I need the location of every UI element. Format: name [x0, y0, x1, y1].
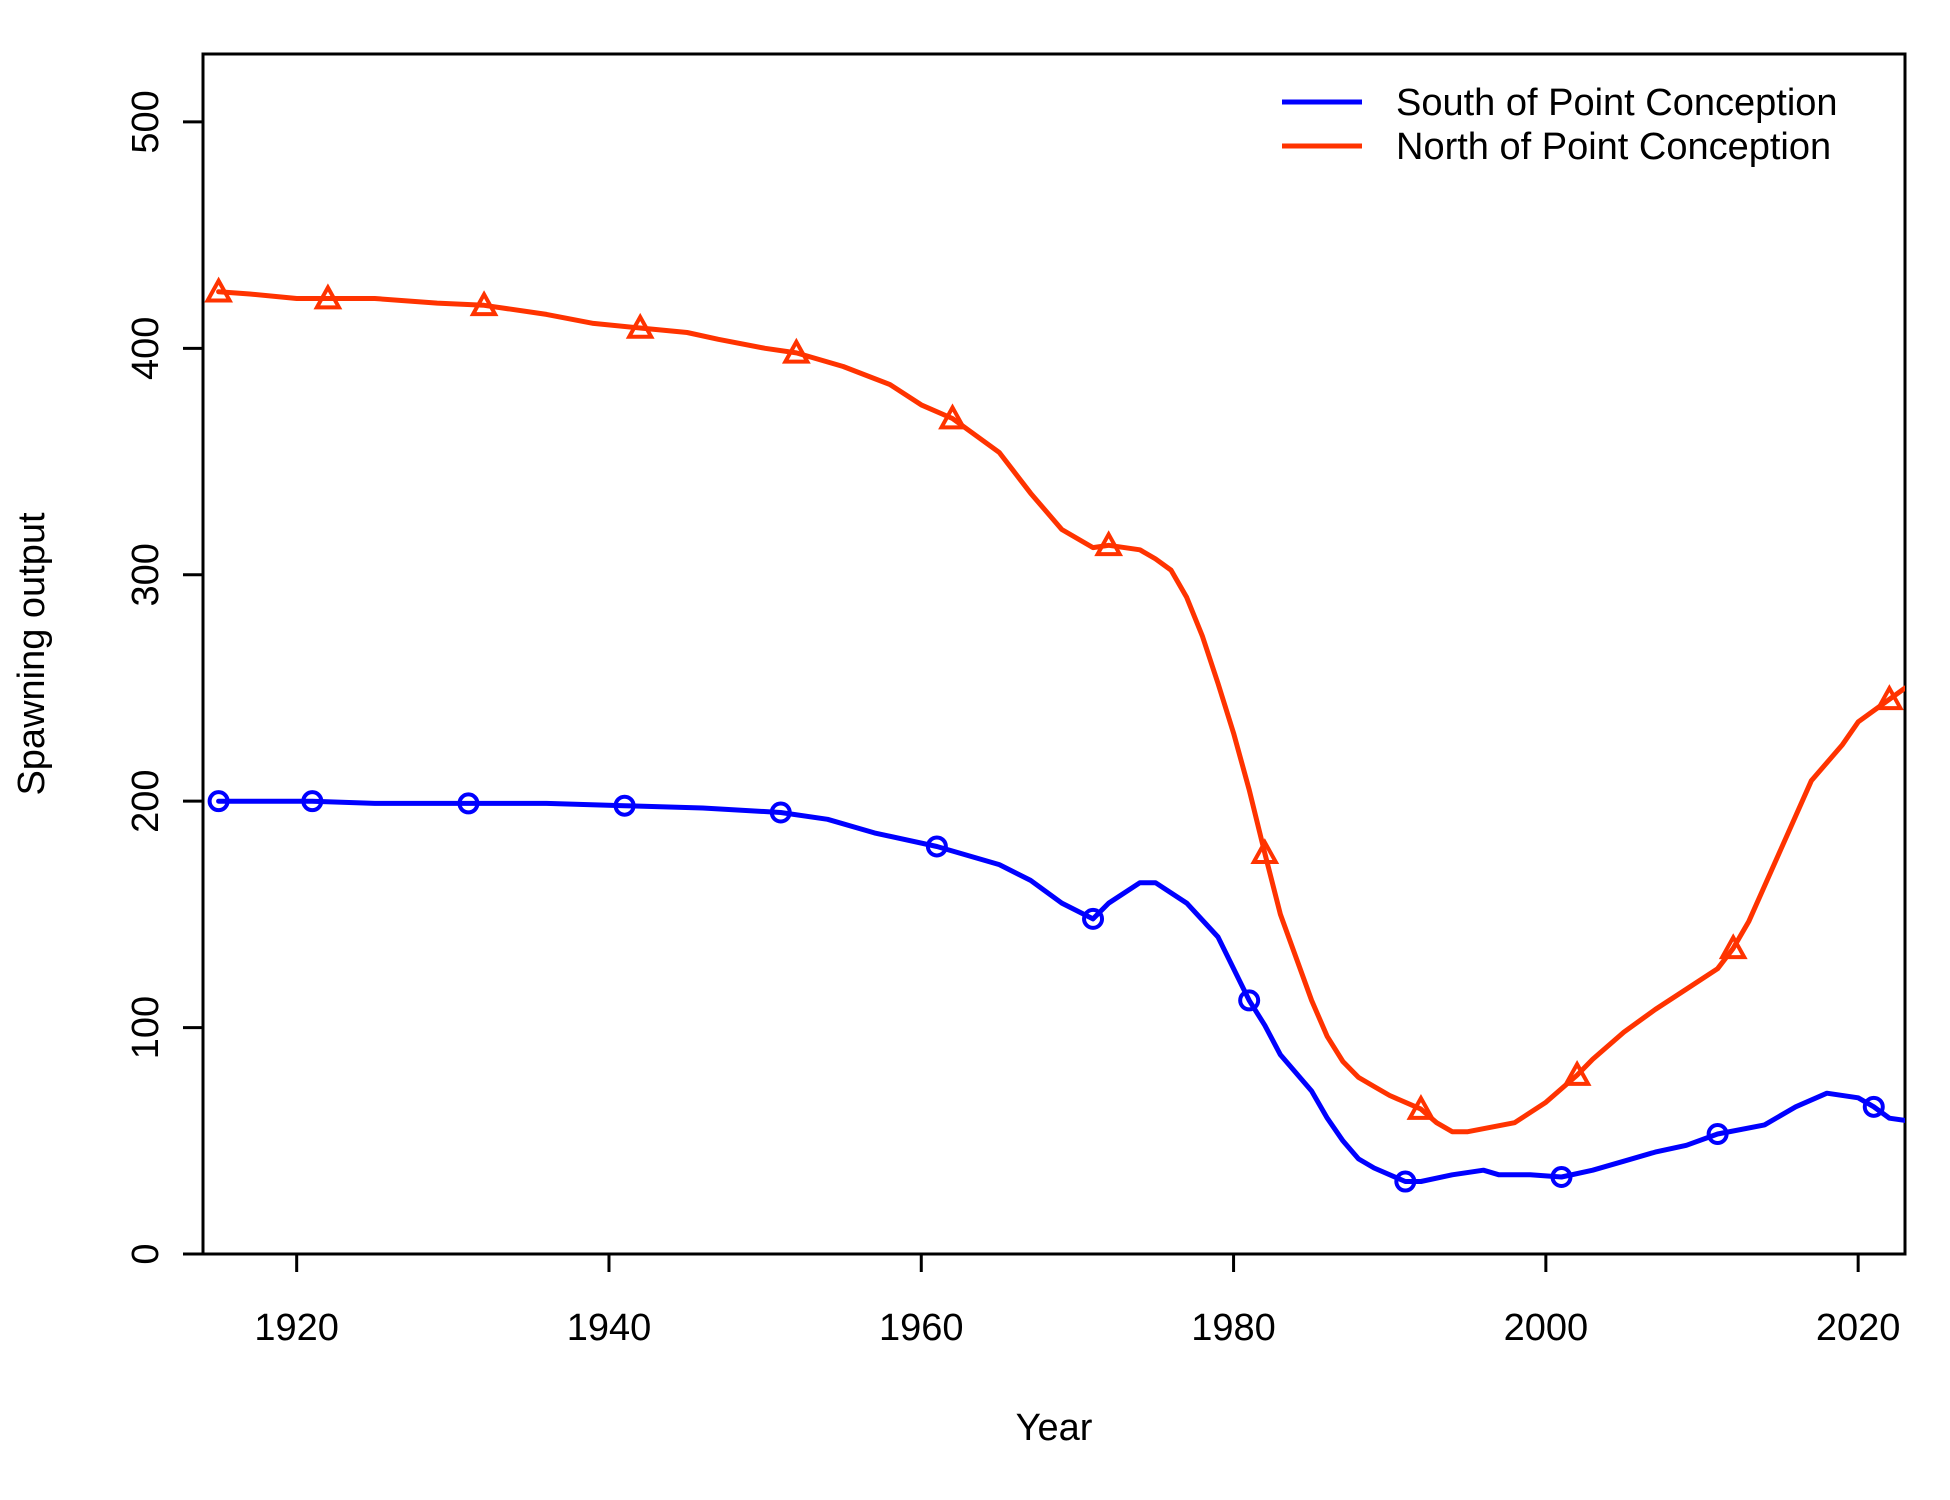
data-point: [1082, 907, 1105, 930]
y-tick-label: 400: [125, 317, 167, 380]
x-tick-label: 1980: [1191, 1307, 1276, 1349]
data-point: [1706, 1123, 1729, 1145]
series-0: [207, 790, 1905, 1193]
data-point: [1406, 1093, 1436, 1120]
y-tick-label: 0: [125, 1243, 167, 1264]
legend: South of Point Conception North of Point…: [1282, 82, 1838, 168]
y-tick-label: 500: [125, 90, 167, 153]
data-point: [1250, 838, 1280, 865]
data-point: [457, 792, 480, 815]
data-point: [469, 290, 499, 317]
data-point: [1874, 684, 1904, 711]
data-point: [1562, 1060, 1592, 1086]
data-point: [313, 283, 343, 310]
y-axis-title: Spawning output: [11, 512, 53, 796]
data-point: [925, 835, 948, 858]
legend-label-south: South of Point Conception: [1396, 82, 1838, 124]
y-tick-label: 200: [125, 769, 167, 832]
series-1: [204, 276, 1905, 1135]
y-axis: 0 100 200 300 400 500: [125, 90, 203, 1265]
data-point: [204, 276, 234, 303]
x-tick-label: 1920: [254, 1307, 339, 1349]
y-tick-label: 300: [125, 543, 167, 606]
data-point: [207, 790, 230, 813]
series-line: [216, 289, 1905, 1135]
series-line: [216, 798, 1905, 1184]
x-axis: 1920 1940 1960 1980 2000 2020: [254, 1254, 1900, 1349]
x-tick-label: 1960: [879, 1307, 964, 1349]
data-point: [625, 312, 655, 339]
legend-label-north: North of Point Conception: [1396, 126, 1831, 168]
data-point: [1394, 1170, 1417, 1193]
data-point: [1862, 1095, 1885, 1118]
data-point: [938, 403, 967, 430]
series-layer: [204, 276, 1905, 1193]
x-tick-label: 2000: [1504, 1307, 1589, 1349]
data-point: [1550, 1166, 1573, 1189]
data-point: [1238, 989, 1261, 1012]
data-point: [613, 794, 636, 817]
x-tick-label: 2020: [1816, 1307, 1901, 1349]
data-point: [769, 801, 792, 824]
data-point: [781, 337, 811, 364]
data-point: [1094, 530, 1124, 557]
data-point: [1718, 933, 1748, 960]
x-axis-title: Year: [1016, 1407, 1093, 1449]
plot-frame: [201, 52, 1907, 1256]
y-tick-label: 100: [125, 996, 167, 1059]
x-tick-label: 1940: [567, 1307, 652, 1349]
data-point: [301, 790, 324, 813]
